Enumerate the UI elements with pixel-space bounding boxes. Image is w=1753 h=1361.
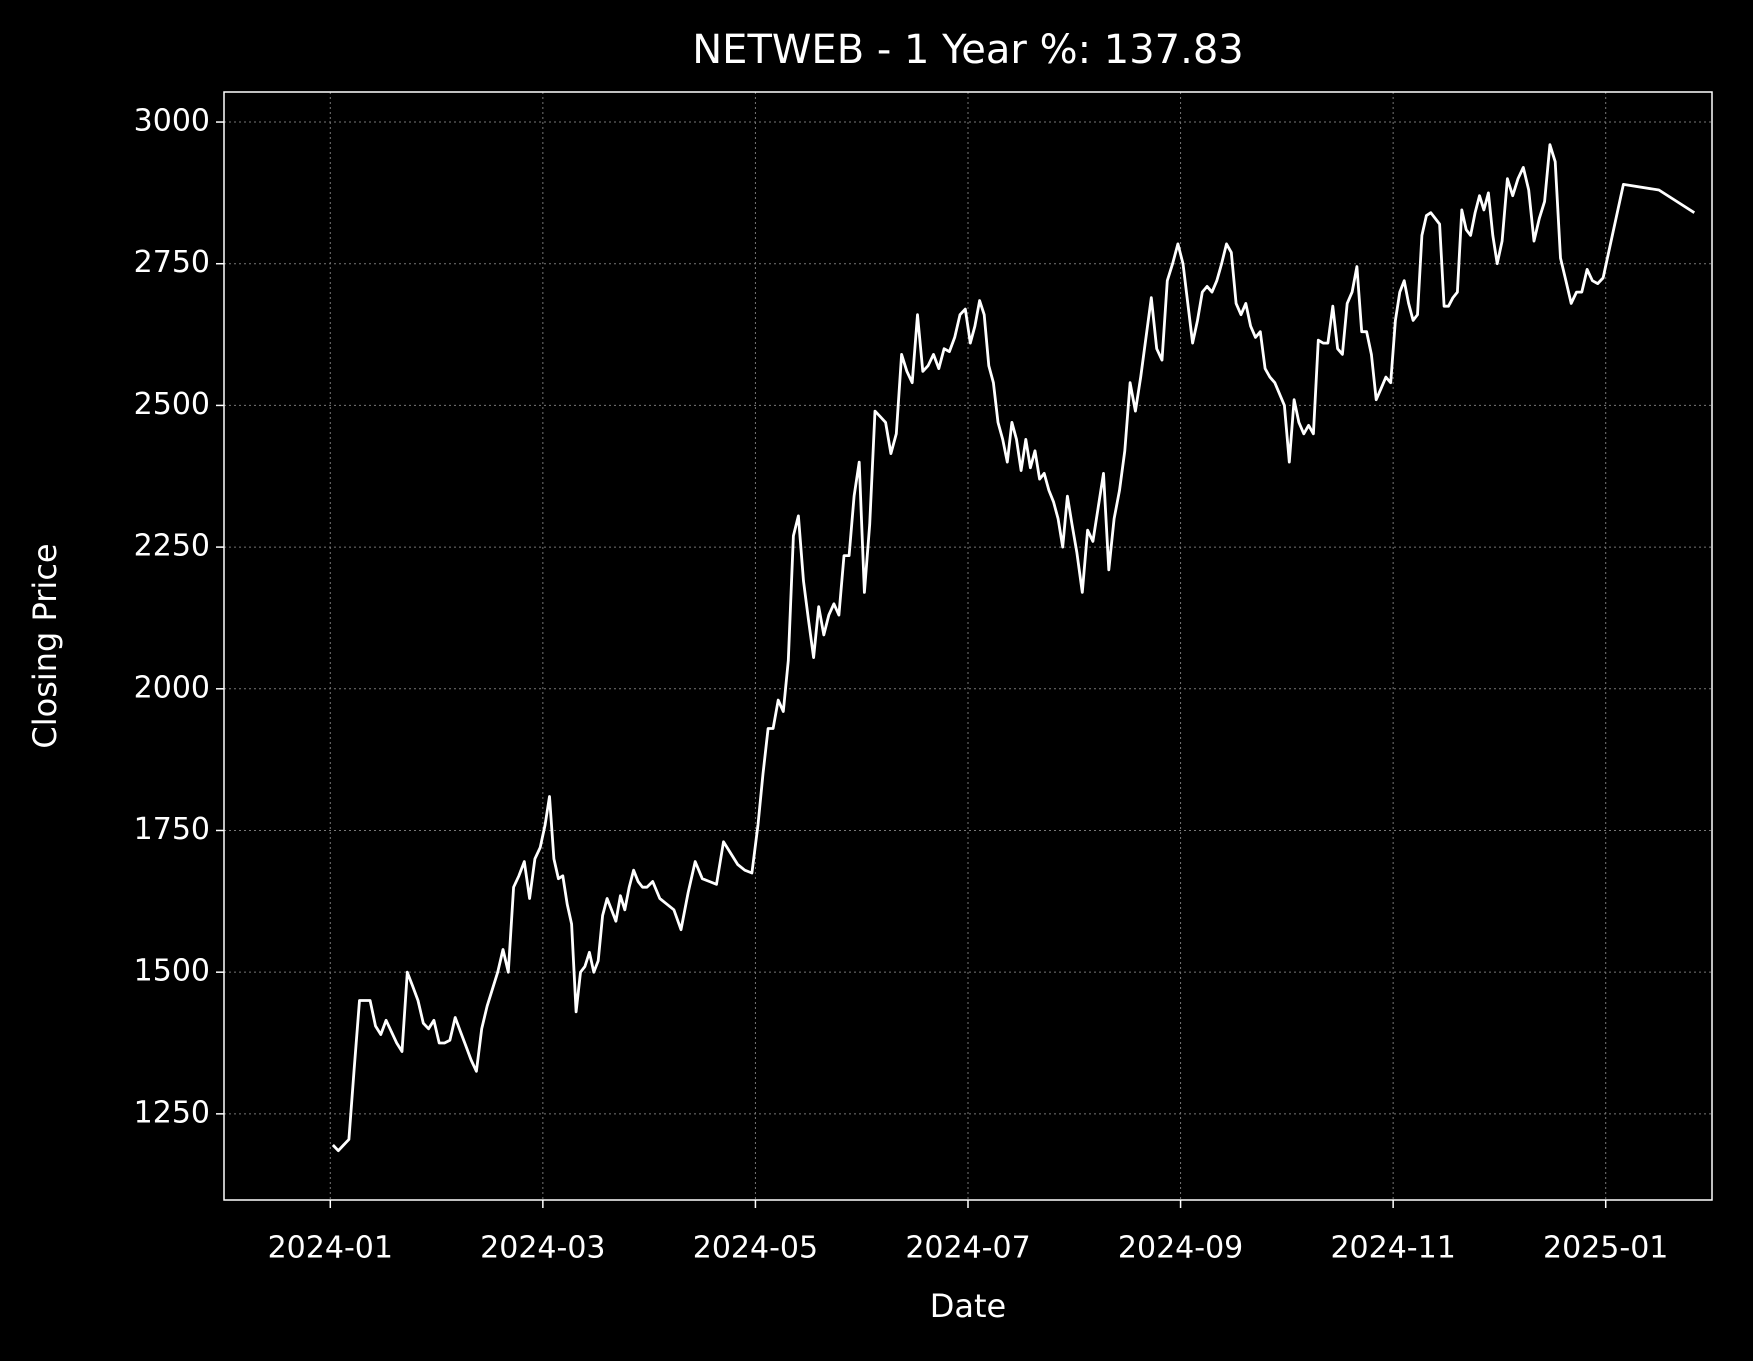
x-axis-label: Date (930, 1287, 1006, 1325)
x-tick-label: 2024-05 (693, 1231, 818, 1266)
x-tick-label: 2024-09 (1118, 1231, 1243, 1266)
chart-title: NETWEB - 1 Year %: 137.83 (692, 27, 1243, 73)
y-axis-label: Closing Price (26, 543, 64, 748)
plot-frame (223, 91, 1713, 1201)
y-tick-label: 2250 (134, 529, 210, 564)
x-tick-label: 2024-03 (480, 1231, 605, 1266)
y-tick-label: 1250 (134, 1095, 210, 1130)
x-tick-label: 2024-11 (1330, 1231, 1455, 1266)
y-tick-label: 2000 (134, 670, 210, 705)
x-tick-label: 2024-01 (268, 1231, 393, 1266)
x-tick-label: 2025-01 (1543, 1231, 1668, 1266)
x-tick-label: 2024-07 (905, 1231, 1030, 1266)
y-tick-label: 2500 (134, 387, 210, 422)
y-tick-label: 1750 (134, 812, 210, 847)
price-line (331, 143, 1696, 1153)
y-tick-label: 3000 (134, 104, 210, 139)
y-tick-label: 1500 (134, 954, 210, 989)
y-tick-label: 2750 (134, 245, 210, 280)
